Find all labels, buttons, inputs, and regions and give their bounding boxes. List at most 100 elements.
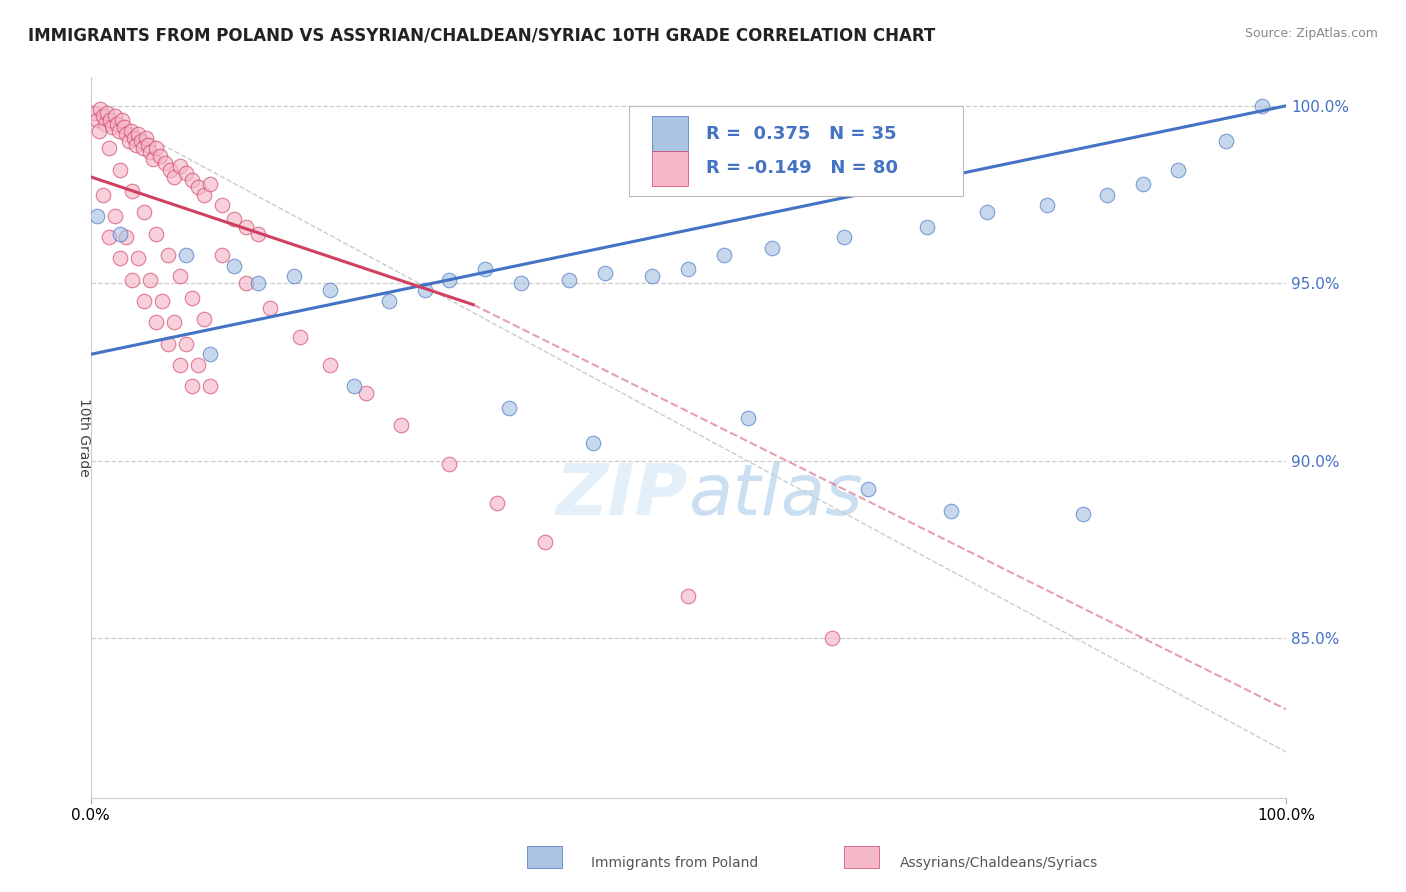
Point — [127, 252, 149, 266]
Point — [439, 458, 461, 472]
Point — [103, 110, 125, 124]
Point — [354, 386, 377, 401]
Point — [193, 187, 215, 202]
Point — [125, 137, 148, 152]
Point — [83, 106, 105, 120]
Point — [187, 180, 209, 194]
FancyBboxPatch shape — [652, 151, 689, 186]
Point — [856, 482, 879, 496]
Text: Immigrants from Poland: Immigrants from Poland — [591, 855, 758, 870]
Point — [115, 230, 138, 244]
Point — [211, 248, 233, 262]
Point — [1251, 99, 1274, 113]
Point — [91, 187, 114, 202]
Point — [181, 173, 204, 187]
Point — [159, 162, 181, 177]
Point — [288, 329, 311, 343]
Point — [1095, 187, 1118, 202]
Point — [678, 262, 700, 277]
Point — [198, 177, 221, 191]
Point — [174, 166, 197, 180]
Point — [211, 198, 233, 212]
Point — [641, 269, 664, 284]
Point — [132, 141, 155, 155]
Point — [112, 120, 135, 135]
Point — [86, 209, 108, 223]
Point — [103, 209, 125, 223]
Point — [976, 205, 998, 219]
Point — [149, 148, 172, 162]
Point — [135, 130, 157, 145]
Point — [318, 358, 340, 372]
Text: Source: ZipAtlas.com: Source: ZipAtlas.com — [1244, 27, 1378, 40]
Point — [110, 252, 132, 266]
Point — [283, 269, 305, 284]
Point — [157, 248, 180, 262]
Point — [134, 294, 156, 309]
Point — [96, 106, 118, 120]
Point — [86, 113, 108, 128]
Point — [101, 120, 124, 135]
Point — [917, 219, 939, 234]
Point — [678, 589, 700, 603]
Point — [145, 227, 167, 241]
Point — [413, 284, 436, 298]
Point — [105, 117, 128, 131]
Point — [111, 113, 134, 128]
Point — [832, 230, 855, 244]
Point — [129, 134, 152, 148]
Point — [139, 273, 162, 287]
Point — [142, 152, 165, 166]
Point — [222, 259, 245, 273]
Point — [110, 227, 132, 241]
Point — [94, 117, 117, 131]
Point — [761, 241, 783, 255]
Point — [713, 248, 735, 262]
Point — [389, 418, 412, 433]
Point — [821, 632, 844, 646]
Point — [87, 124, 110, 138]
Point — [235, 219, 257, 234]
Point — [246, 277, 269, 291]
Point — [169, 269, 191, 284]
Point — [121, 184, 143, 198]
Point — [1132, 177, 1154, 191]
Point — [108, 124, 131, 138]
FancyBboxPatch shape — [527, 846, 562, 868]
Point — [198, 347, 221, 361]
Text: Assyrians/Chaldeans/Syriacs: Assyrians/Chaldeans/Syriacs — [900, 855, 1098, 870]
Point — [97, 141, 120, 155]
Point — [122, 130, 145, 145]
Text: R =  0.375   N = 35: R = 0.375 N = 35 — [706, 125, 897, 143]
Point — [89, 103, 111, 117]
Point — [139, 145, 162, 159]
Point — [174, 248, 197, 262]
Point — [163, 315, 186, 329]
Point — [193, 311, 215, 326]
Point — [941, 503, 963, 517]
Point — [342, 379, 364, 393]
Point — [181, 379, 204, 393]
Text: ZIP: ZIP — [555, 461, 689, 530]
Point — [153, 155, 176, 169]
Point — [145, 315, 167, 329]
Point — [120, 124, 142, 138]
Point — [198, 379, 221, 393]
Point — [737, 411, 759, 425]
Point — [439, 273, 461, 287]
Point — [1215, 134, 1237, 148]
Point — [98, 113, 121, 128]
Point — [145, 141, 167, 155]
Point — [582, 436, 605, 450]
Y-axis label: 10th Grade: 10th Grade — [77, 399, 91, 477]
Text: R = -0.149   N = 80: R = -0.149 N = 80 — [706, 160, 898, 178]
Point — [169, 159, 191, 173]
Point — [91, 110, 114, 124]
Text: atlas: atlas — [689, 461, 863, 530]
Point — [1036, 198, 1059, 212]
Point — [593, 266, 616, 280]
Point — [118, 134, 141, 148]
Point — [222, 212, 245, 227]
Point — [246, 227, 269, 241]
Point — [174, 336, 197, 351]
